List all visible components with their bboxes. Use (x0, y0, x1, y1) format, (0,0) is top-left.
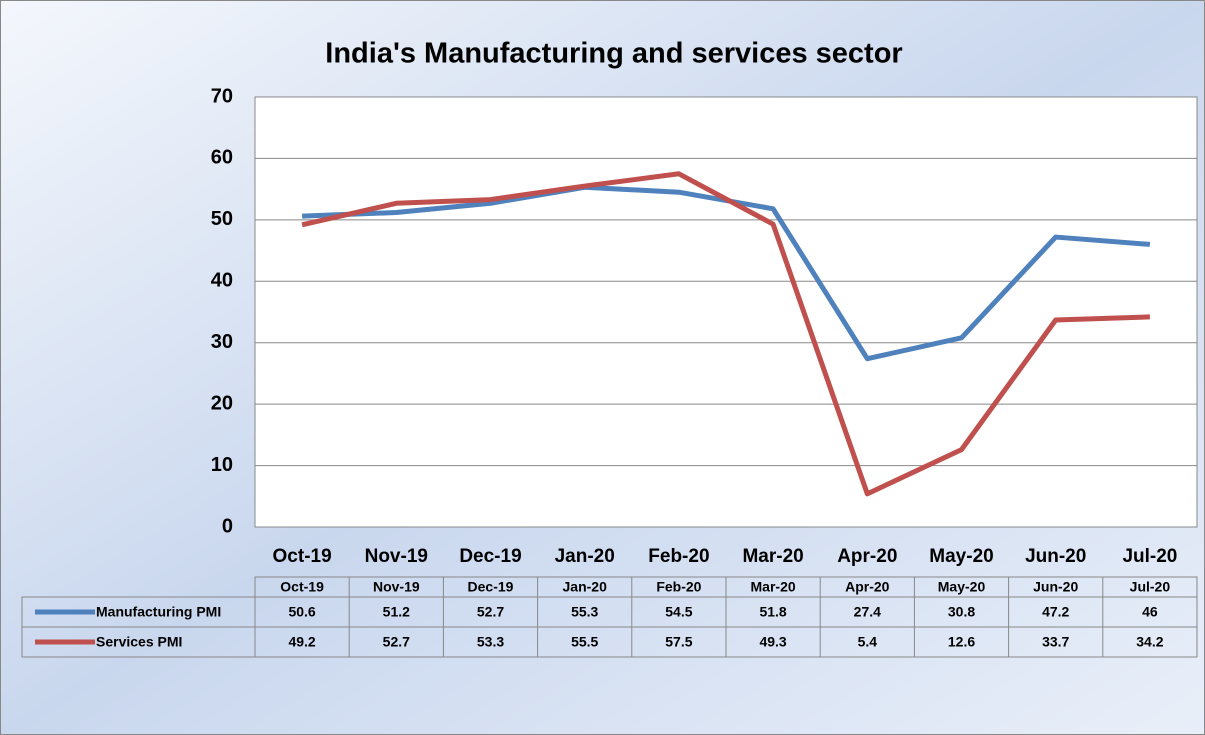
table-header: Oct-19 (280, 579, 324, 595)
x-tick-label: Nov-19 (365, 546, 428, 567)
y-tick-label: 0 (222, 515, 233, 537)
table-value: 46 (1142, 604, 1158, 620)
table-value: 5.4 (858, 634, 878, 650)
table-header: Jun-20 (1033, 579, 1078, 595)
table-value: 49.3 (759, 634, 786, 650)
y-tick-label: 60 (211, 147, 233, 169)
x-tick-label: Jul-20 (1122, 546, 1177, 567)
table-value: 30.8 (948, 604, 975, 620)
plot-area (254, 96, 1198, 528)
table-header: Feb-20 (656, 579, 701, 595)
table-value: 34.2 (1136, 634, 1163, 650)
y-tick-label: 10 (211, 454, 233, 476)
y-tick-label: 70 (211, 85, 233, 107)
table-header: Mar-20 (751, 579, 796, 595)
x-tick-label: May-20 (929, 546, 993, 567)
y-tick-label: 30 (211, 331, 233, 353)
table-header: Dec-19 (468, 579, 514, 595)
x-tick-label: Mar-20 (742, 546, 803, 567)
legend-label: Manufacturing PMI (96, 604, 221, 620)
table-header: Jul-20 (1130, 579, 1171, 595)
table-header: May-20 (938, 579, 986, 595)
table-value: 51.2 (383, 604, 410, 620)
table-value: 50.6 (288, 604, 315, 620)
table-value: 27.4 (854, 604, 881, 620)
y-tick-label: 20 (211, 392, 233, 414)
table-value: 12.6 (948, 634, 975, 650)
table-value: 51.8 (759, 604, 786, 620)
table-value: 33.7 (1042, 634, 1069, 650)
table-header: Apr-20 (845, 579, 890, 595)
table-header: Jan-20 (563, 579, 608, 595)
table-value: 52.7 (383, 634, 410, 650)
legend-label: Services PMI (96, 634, 182, 650)
x-tick-label: Oct-19 (273, 546, 332, 567)
x-tick-label: Dec-19 (459, 546, 521, 567)
x-tick-label: Feb-20 (648, 546, 709, 567)
x-tick-label: Jun-20 (1025, 546, 1086, 567)
table-header: Nov-19 (373, 579, 420, 595)
table-value: 55.5 (571, 634, 598, 650)
table-value: 47.2 (1042, 604, 1069, 620)
y-tick-label: 50 (211, 208, 233, 230)
table-value: 49.2 (288, 634, 315, 650)
y-tick-label: 40 (211, 270, 233, 292)
x-tick-label: Apr-20 (837, 546, 897, 567)
table-value: 52.7 (477, 604, 504, 620)
series-line (301, 171, 1150, 497)
chart-title: India's Manufacturing and services secto… (325, 38, 902, 70)
table-value: 57.5 (665, 634, 692, 650)
table-value: 54.5 (665, 604, 692, 620)
table-value: 53.3 (477, 634, 504, 650)
x-tick-label: Jan-20 (555, 546, 615, 567)
table-value: 55.3 (571, 604, 598, 620)
